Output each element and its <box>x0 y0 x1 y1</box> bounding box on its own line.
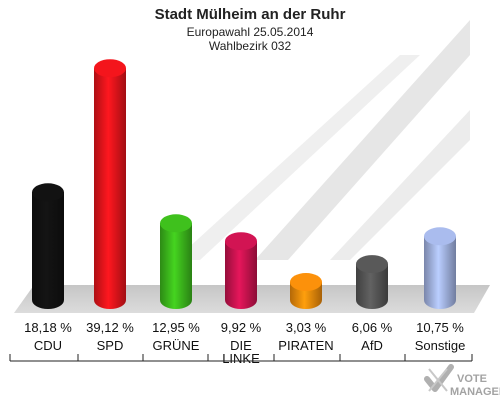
labels-group: 18,18 % CDU 39,12 % SPD 12,95 % GRÜNE 9,92 % DI… <box>9 320 473 366</box>
bar-spd <box>94 59 126 310</box>
category-label: Sonstige <box>415 338 466 353</box>
value-label: 3,03 % <box>286 320 327 335</box>
bars-group <box>32 59 456 310</box>
category-label: GRÜNE <box>153 338 200 353</box>
value-label: 10,75 % <box>416 320 464 335</box>
category-label: LINKE <box>222 351 260 366</box>
bar-die-linke <box>225 232 257 309</box>
bar-cdu <box>32 183 64 309</box>
category-label: DIE <box>230 338 252 353</box>
value-label: 6,06 % <box>352 320 393 335</box>
category-label: AfD <box>361 338 383 353</box>
category-label: PIRATEN <box>278 338 333 353</box>
bar-afd <box>356 255 388 309</box>
bar-sonstige <box>424 227 456 309</box>
chart-subtitle-district: Wahlbezirk 032 <box>209 39 292 53</box>
value-label: 18,18 % <box>24 320 72 335</box>
bar-grüne <box>160 214 192 309</box>
logo-text-manager: MANAGER <box>450 386 500 398</box>
background-stripes <box>175 20 470 260</box>
checkmark-icon <box>424 364 454 392</box>
value-label: 12,95 % <box>152 320 200 335</box>
value-label: 9,92 % <box>221 320 262 335</box>
category-label: CDU <box>34 338 62 353</box>
category-label: SPD <box>97 338 124 353</box>
logo-text-vote: VOTE <box>457 373 487 385</box>
chart-title: Stadt Mülheim an der Ruhr <box>155 6 346 23</box>
bar-piraten <box>290 273 322 309</box>
category-axis <box>9 354 473 362</box>
chart-subtitle-election: Europawahl 25.05.2014 <box>187 25 314 39</box>
vote-manager-logo: VOTE MANAGER <box>424 364 500 398</box>
value-label: 39,12 % <box>86 320 134 335</box>
